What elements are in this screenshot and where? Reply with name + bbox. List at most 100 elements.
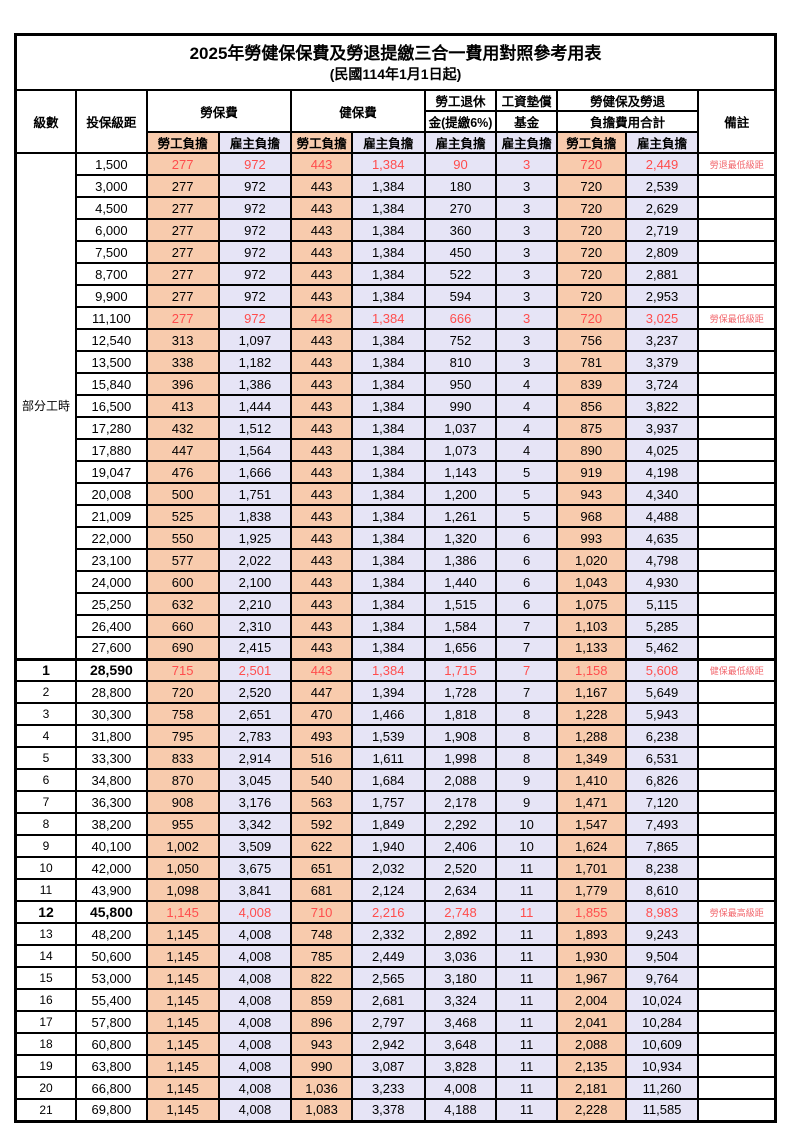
cell-labor-ins-employer: 4,008: [217, 1054, 293, 1078]
cell-remark: [697, 614, 777, 638]
cell-total-employee: 1,075: [555, 592, 627, 616]
cell-wage-fund-employer: 11: [495, 878, 558, 902]
header-pension-line2: 金(提繳6%): [423, 110, 498, 133]
header-labor-insurance: 勞保費: [145, 89, 293, 133]
subheader-health-employee: 勞工負擔: [290, 131, 353, 154]
cell-level: 1: [14, 657, 77, 682]
cell-health-ins-employee: 443: [290, 372, 353, 396]
cell-health-ins-employee: 443: [290, 306, 353, 330]
cell-bracket: 40,100: [75, 834, 148, 858]
cell-total-employer: 9,764: [624, 966, 700, 990]
cell-pension-employer: 1,908: [423, 724, 498, 748]
table-row: 4,500 277 972 443 1,384 270 3 720 2,629: [16, 196, 777, 220]
cell-health-ins-employer: 1,384: [350, 394, 426, 418]
cell-level: 17: [14, 1010, 77, 1034]
cell-remark: [697, 240, 777, 264]
cell-pension-employer: 3,648: [423, 1032, 498, 1056]
cell-total-employee: 1,779: [555, 878, 627, 902]
cell-labor-ins-employer: 2,501: [217, 657, 293, 682]
cell-total-employee: 720: [555, 196, 627, 220]
cell-health-ins-employer: 1,684: [350, 768, 426, 792]
cell-labor-ins-employer: 1,097: [217, 328, 293, 352]
cell-labor-ins-employee: 795: [145, 724, 220, 748]
cell-health-ins-employee: 443: [290, 614, 353, 638]
table-row: 10 42,000 1,050 3,675 651 2,032 2,520 11 1,701 8,…: [14, 856, 777, 880]
cell-labor-ins-employee: 1,145: [145, 1098, 220, 1122]
cell-total-employee: 720: [555, 306, 627, 330]
cell-health-ins-employer: 1,384: [350, 306, 426, 330]
cell-health-ins-employee: 443: [290, 350, 353, 374]
cell-labor-ins-employer: 3,176: [217, 790, 293, 814]
cell-remark: [697, 922, 777, 946]
cell-pension-employer: 450: [423, 240, 498, 264]
cell-total-employer: 6,238: [624, 724, 700, 748]
cell-total-employee: 856: [555, 394, 627, 418]
page-title: 2025年勞健保保費及勞退提繳三合一費用對照參考用表: [189, 44, 602, 64]
cell-labor-ins-employer: 972: [217, 306, 293, 330]
cell-bracket: 3,000: [75, 174, 148, 198]
cell-health-ins-employee: 516: [290, 746, 353, 770]
cell-remark: 勞保最高級距: [697, 900, 777, 924]
cell-health-ins-employer: 1,384: [350, 416, 426, 440]
cell-remark: [697, 834, 777, 858]
cell-remark: [697, 196, 777, 220]
cell-level: 5: [14, 746, 77, 770]
cell-health-ins-employee: 822: [290, 966, 353, 990]
cell-health-ins-employer: 2,797: [350, 1010, 426, 1034]
table-row: 20,008 500 1,751 443 1,384 1,200 5 943 4,340: [16, 482, 777, 506]
cell-total-employee: 1,624: [555, 834, 627, 858]
cell-total-employee: 2,228: [555, 1098, 627, 1122]
header-bracket: 投保級距: [75, 89, 148, 154]
cell-remark: [697, 592, 777, 616]
cell-level: 10: [14, 856, 77, 880]
cell-pension-employer: 1,073: [423, 438, 498, 462]
cell-wage-fund-employer: 5: [495, 504, 558, 528]
cell-total-employer: 7,865: [624, 834, 700, 858]
cell-labor-ins-employee: 870: [145, 768, 220, 792]
cell-labor-ins-employee: 550: [145, 526, 220, 550]
subheader-total-employer: 雇主負擔: [624, 131, 700, 154]
cell-health-ins-employee: 748: [290, 922, 353, 946]
cell-labor-ins-employee: 1,050: [145, 856, 220, 880]
cell-health-ins-employer: 1,384: [350, 284, 426, 308]
cell-total-employer: 5,943: [624, 702, 700, 726]
cell-wage-fund-employer: 3: [495, 218, 558, 242]
cell-health-ins-employer: 2,449: [350, 944, 426, 968]
cell-labor-ins-employer: 1,564: [217, 438, 293, 462]
cell-health-ins-employer: 1,384: [350, 174, 426, 198]
cell-health-ins-employer: 1,757: [350, 790, 426, 814]
cell-total-employee: 2,088: [555, 1032, 627, 1056]
cell-remark: [697, 1032, 777, 1056]
cell-health-ins-employee: 443: [290, 526, 353, 550]
cell-labor-ins-employer: 2,210: [217, 592, 293, 616]
cell-total-employee: 1,158: [555, 657, 627, 682]
cell-remark: [697, 812, 777, 836]
cell-level: 18: [14, 1032, 77, 1056]
table-row: 21,009 525 1,838 443 1,384 1,261 5 968 4,488: [16, 504, 777, 528]
cell-level: 4: [14, 724, 77, 748]
cell-labor-ins-employer: 2,310: [217, 614, 293, 638]
cell-labor-ins-employer: 3,841: [217, 878, 293, 902]
cell-health-ins-employee: 859: [290, 988, 353, 1012]
cell-health-ins-employer: 1,384: [350, 636, 426, 660]
cell-total-employer: 10,284: [624, 1010, 700, 1034]
cell-bracket: 60,800: [75, 1032, 148, 1056]
cell-bracket: 63,800: [75, 1054, 148, 1078]
cell-labor-ins-employee: 277: [145, 174, 220, 198]
cell-level: 11: [14, 878, 77, 902]
cell-bracket: 43,900: [75, 878, 148, 902]
cell-wage-fund-employer: 11: [495, 1076, 558, 1100]
cell-labor-ins-employee: 1,002: [145, 834, 220, 858]
cell-total-employee: 1,228: [555, 702, 627, 726]
cell-labor-ins-employer: 2,415: [217, 636, 293, 660]
cell-labor-ins-employer: 2,520: [217, 680, 293, 704]
cell-bracket: 7,500: [75, 240, 148, 264]
cell-pension-employer: 950: [423, 372, 498, 396]
cell-health-ins-employer: 1,384: [350, 196, 426, 220]
cell-health-ins-employer: 1,384: [350, 504, 426, 528]
cell-health-ins-employee: 443: [290, 196, 353, 220]
cell-pension-employer: 752: [423, 328, 498, 352]
cell-total-employer: 4,930: [624, 570, 700, 594]
cell-remark: [697, 460, 777, 484]
cell-bracket: 11,100: [75, 306, 148, 330]
